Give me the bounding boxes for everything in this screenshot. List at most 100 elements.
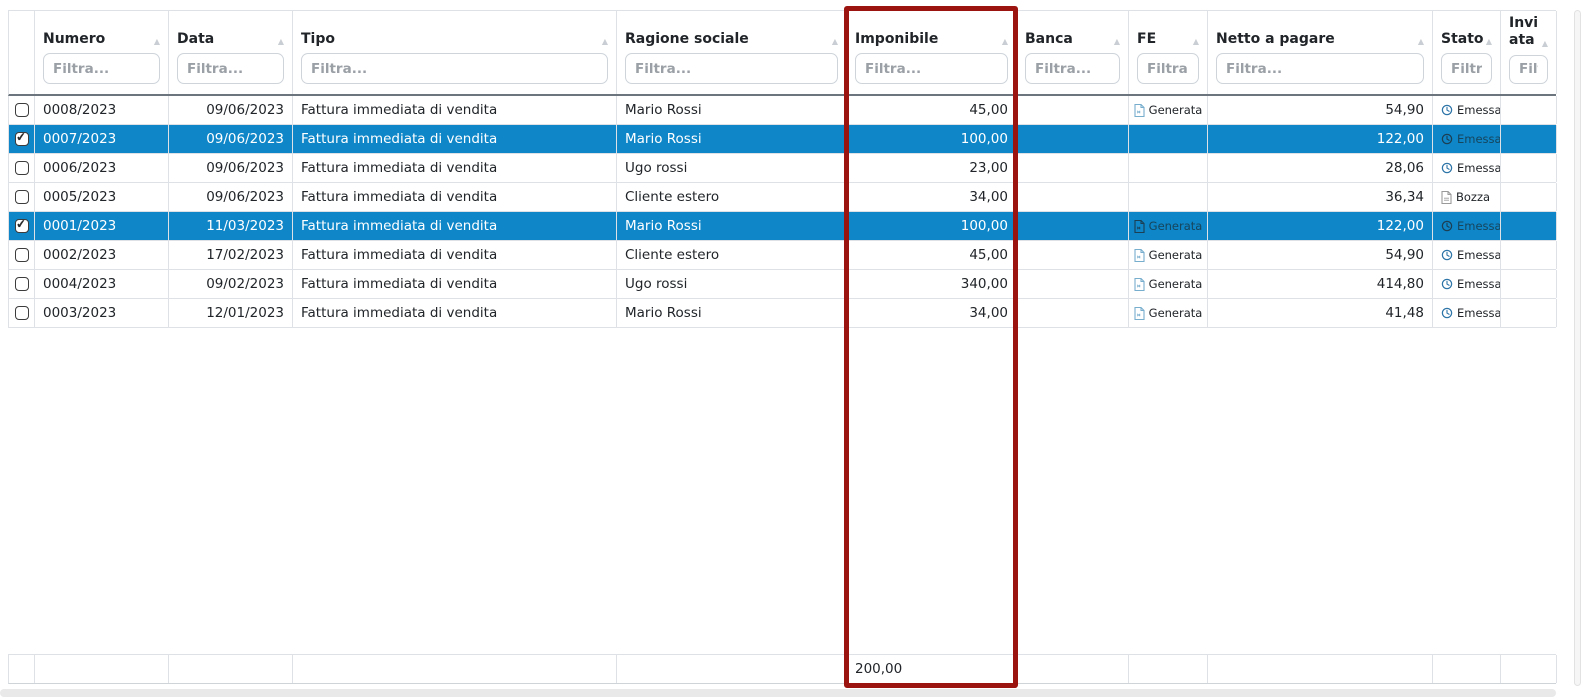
cell-stato: Emessa (1433, 154, 1501, 182)
cell-select (9, 96, 35, 124)
cell-stato: Emessa (1433, 96, 1501, 124)
cell-inviata (1501, 270, 1557, 298)
filter-input-imponibile[interactable] (855, 53, 1008, 84)
column-header-tipo[interactable]: Tipo ▲ (293, 11, 617, 94)
row-checkbox[interactable] (14, 190, 29, 204)
cell-fe: Generata (1129, 241, 1208, 269)
table-row[interactable]: 0006/2023 09/06/2023 Fattura immediata di … (8, 154, 1557, 183)
cell-fe: Generata (1129, 270, 1208, 298)
cell-select (9, 241, 35, 269)
stato-badge: Emessa (1441, 103, 1500, 117)
column-label: Netto a pagare (1216, 30, 1335, 47)
row-checkbox[interactable] (14, 132, 29, 146)
fe-badge: Generata (1134, 306, 1202, 320)
filter-input-ragione_sociale[interactable] (625, 53, 838, 84)
filter-input-numero[interactable] (43, 53, 160, 84)
cell-stato: Emessa (1433, 270, 1501, 298)
table-row[interactable]: 0005/2023 09/06/2023 Fattura immediata di … (8, 183, 1557, 212)
footer-cell-inviata (1501, 655, 1557, 683)
row-checkbox[interactable] (14, 277, 29, 291)
clock-icon (1441, 249, 1453, 261)
cell-banca (1017, 96, 1129, 124)
column-header-banca[interactable]: Banca ▲ (1017, 11, 1129, 94)
cell-select (9, 183, 35, 211)
table-row[interactable]: 0003/2023 12/01/2023 Fattura immediata di … (8, 299, 1557, 328)
row-checkbox[interactable] (14, 161, 29, 175)
cell-stato: Emessa (1433, 212, 1501, 240)
fe-badge: Generata (1134, 277, 1202, 291)
filter-input-stato[interactable] (1441, 53, 1492, 84)
column-label: Inviata (1509, 14, 1539, 49)
stato-badge: Emessa (1441, 161, 1501, 175)
cell-ragione_sociale: Cliente estero (617, 241, 847, 269)
cell-numero: 0001/2023 (35, 212, 169, 240)
cell-fe: Generata (1129, 212, 1208, 240)
table-row[interactable]: 0002/2023 17/02/2023 Fattura immediata di … (8, 241, 1557, 270)
filter-input-tipo[interactable] (301, 53, 608, 84)
column-header-imponibile[interactable]: Imponibile ▲ (847, 11, 1017, 94)
cell-imponibile: 100,00 (847, 125, 1017, 153)
invoices-table: Numero▲Data▲Tipo▲Ragione sociale▲Imponib… (8, 10, 1557, 684)
horizontal-scrollbar[interactable] (0, 689, 1556, 697)
cell-imponibile: 34,00 (847, 183, 1017, 211)
cell-imponibile: 34,00 (847, 299, 1017, 327)
filter-input-fe[interactable] (1137, 53, 1199, 84)
xml-file-icon (1134, 248, 1145, 262)
column-header-netto_a_pagare[interactable]: Netto a pagare ▲ (1208, 11, 1433, 94)
column-header-fe[interactable]: FE ▲ (1129, 11, 1208, 94)
cell-tipo: Fattura immediata di vendita (293, 299, 617, 327)
cell-tipo: Fattura immediata di vendita (293, 241, 617, 269)
filter-input-inviata[interactable] (1509, 54, 1548, 84)
table-body: 0008/2023 09/06/2023 Fattura immediata di … (8, 96, 1557, 328)
stato-label: Emessa (1457, 161, 1501, 175)
cell-numero: 0007/2023 (35, 125, 169, 153)
row-checkbox[interactable] (14, 248, 29, 262)
table-header-row: Numero▲Data▲Tipo▲Ragione sociale▲Imponib… (8, 11, 1557, 96)
cell-fe (1129, 183, 1208, 211)
cell-select (9, 154, 35, 182)
column-header-inviata[interactable]: Inviata ▲ (1501, 11, 1557, 94)
filter-input-banca[interactable] (1025, 53, 1120, 84)
cell-ragione_sociale: Mario Rossi (617, 96, 847, 124)
cell-inviata (1501, 212, 1557, 240)
vertical-scrollbar[interactable] (1574, 10, 1581, 686)
stato-badge: Bozza (1441, 190, 1490, 204)
row-checkbox[interactable] (14, 103, 29, 117)
column-header-data[interactable]: Data ▲ (169, 11, 293, 94)
cell-ragione_sociale: Mario Rossi (617, 212, 847, 240)
table-row[interactable]: 0004/2023 09/02/2023 Fattura immediata di … (8, 270, 1557, 299)
xml-file-icon (1134, 103, 1145, 117)
footer-cell-data (169, 655, 293, 683)
clock-icon (1441, 104, 1453, 116)
cell-netto_a_pagare: 414,80 (1208, 270, 1433, 298)
cell-banca (1017, 212, 1129, 240)
sort-asc-icon: ▲ (1192, 37, 1199, 46)
stato-badge: Emessa (1441, 248, 1500, 262)
cell-banca (1017, 299, 1129, 327)
xml-file-icon (1134, 219, 1145, 233)
column-header-stato[interactable]: Stato ▲ (1433, 11, 1501, 94)
cell-data: 11/03/2023 (169, 212, 293, 240)
column-label: Banca (1025, 30, 1073, 47)
column-header-ragione_sociale[interactable]: Ragione sociale ▲ (617, 11, 847, 94)
fe-label: Generata (1148, 103, 1203, 117)
column-header-select (9, 11, 35, 94)
sort-asc-icon: ▲ (831, 37, 838, 46)
row-checkbox[interactable] (14, 219, 29, 233)
cell-banca (1017, 270, 1129, 298)
row-checkbox[interactable] (14, 306, 29, 320)
cell-numero: 0003/2023 (35, 299, 169, 327)
cell-data: 09/06/2023 (169, 183, 293, 211)
sort-asc-icon: ▲ (153, 37, 160, 46)
filter-input-data[interactable] (177, 53, 284, 84)
column-header-numero[interactable]: Numero ▲ (35, 11, 169, 94)
filter-input-netto_a_pagare[interactable] (1216, 53, 1424, 84)
cell-imponibile: 340,00 (847, 270, 1017, 298)
cell-inviata (1501, 183, 1557, 211)
table-row[interactable]: 0008/2023 09/06/2023 Fattura immediata di … (8, 96, 1557, 125)
footer-imponibile-total: 200,00 (847, 655, 1017, 683)
cell-numero: 0002/2023 (35, 241, 169, 269)
cell-tipo: Fattura immediata di vendita (293, 212, 617, 240)
